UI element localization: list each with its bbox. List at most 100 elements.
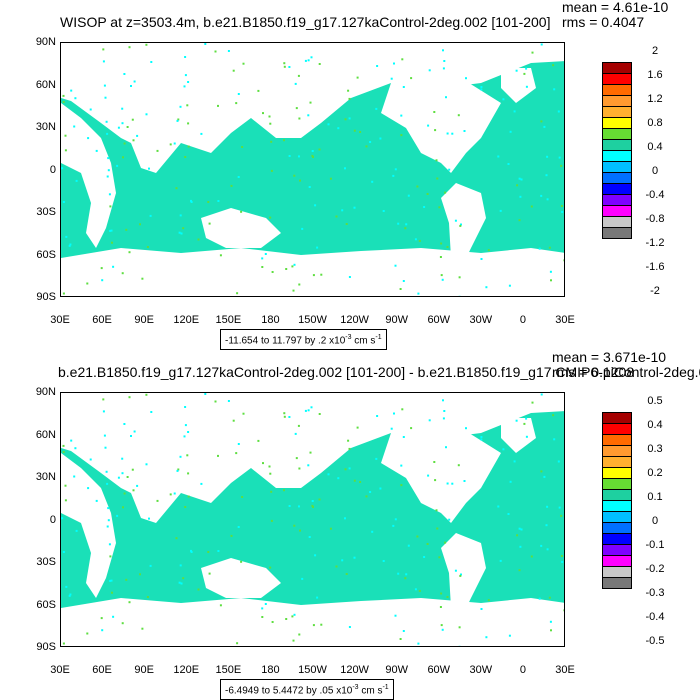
field-speckle [311,150,314,152]
field-speckle [439,256,442,258]
field-speckle [434,479,437,482]
field-speckle [436,527,439,530]
field-speckle [549,620,552,623]
field-speckle [106,482,109,485]
field-speckle [293,613,296,616]
field-speckle [186,104,189,107]
field-speckle [293,524,296,527]
field-speckle [269,216,272,219]
lat-label: 60N [35,428,56,441]
field-speckle [301,577,304,580]
field-speckle [232,69,235,72]
field-speckle [95,499,98,502]
field-speckle [70,89,73,92]
field-speckle [107,519,110,522]
field-speckle [365,495,368,498]
field-speckle [460,573,462,576]
bottom-ocean-field [61,393,564,646]
field-speckle [307,464,310,467]
field-speckle [518,177,521,180]
field-speckle [102,60,105,63]
field-speckle [405,223,408,226]
field-speckle [187,122,190,125]
field-speckle [268,115,271,118]
field-speckle [182,227,185,230]
colorbar-label: -0.5 [645,635,665,647]
field-speckle [184,56,187,58]
field-speckle [304,409,307,412]
field-speckle [515,419,518,422]
field-speckle [329,527,332,530]
field-speckle [546,198,549,201]
field-speckle [176,119,179,122]
field-speckle [148,167,150,170]
field-speckle [89,108,92,111]
field-speckle [458,276,461,279]
field-speckle [540,470,543,473]
field-speckle [485,286,488,289]
field-speckle [74,97,77,100]
field-speckle [394,518,397,521]
field-speckle [75,179,78,182]
field-speckle [89,458,92,461]
field-speckle [288,416,291,418]
field-speckle [459,574,462,577]
field-speckle [112,265,115,268]
field-speckle [271,621,274,623]
field-speckle [446,482,449,485]
field-speckle [440,242,443,245]
field-speckle [128,251,131,254]
field-speckle [102,398,105,401]
field-speckle [310,56,313,59]
colorbar-label: -0.1 [645,539,665,551]
lon-label: 150E [215,314,242,326]
field-speckle [509,480,512,483]
field-speckle [549,270,552,273]
field-speckle [382,560,385,562]
field-speckle [393,412,395,415]
field-speckle [175,187,178,190]
bottom-map [60,392,565,647]
field-speckle [548,246,551,249]
field-speckle [190,201,193,203]
lon-label: 90W [385,314,408,326]
field-speckle [341,559,344,562]
field-speckle [318,148,321,151]
field-speckle [375,107,378,110]
field-speckle [400,484,403,487]
field-speckle [150,411,153,413]
field-speckle [240,210,243,213]
field-speckle [519,545,522,548]
colorbar-label: -0.4 [645,611,665,623]
field-speckle [499,559,502,562]
field-speckle [423,206,426,208]
field-speckle [379,137,382,140]
field-speckle [208,572,211,575]
land-mask-3 [381,428,501,523]
field-speckle [235,452,238,455]
colorbar-cell [602,577,632,589]
lat-label: 60N [35,78,56,91]
field-speckle [241,496,244,498]
field-speckle [128,46,131,49]
field-speckle [298,283,301,286]
field-speckle [465,427,467,430]
field-speckle [404,227,407,230]
lat-label: 60S [36,248,56,261]
field-speckle [62,551,65,553]
field-speckle [219,254,222,257]
field-speckle [436,177,439,180]
field-speckle [531,51,534,54]
field-speckle [187,81,190,83]
field-speckle [523,72,526,75]
field-speckle [347,439,350,442]
field-speckle [270,519,273,522]
field-speckle [546,505,549,508]
field-speckle [312,274,315,277]
field-speckle [100,617,103,620]
field-speckle [311,504,314,507]
field-speckle [557,460,560,463]
land-mask-2 [201,558,281,598]
field-speckle [62,642,65,645]
field-speckle [264,253,267,255]
